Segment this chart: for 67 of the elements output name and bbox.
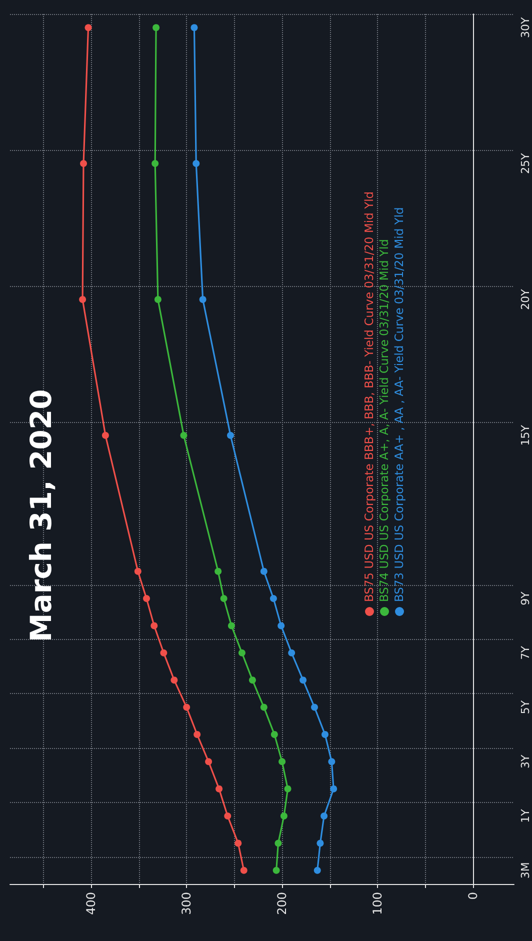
x-tick-label: 200 <box>275 892 290 915</box>
point <box>320 812 328 820</box>
text: BS73 USD US Corporate AA+ , AA , AA- Yield Curve 03/31/20 Mid Yld <box>392 207 406 602</box>
y-tick-label: 25Y <box>519 152 532 174</box>
x-tick-label: 100 <box>370 892 384 915</box>
y-tick-label: 3Y <box>519 754 532 769</box>
point <box>311 704 318 711</box>
point <box>152 160 159 168</box>
point <box>152 24 160 32</box>
point <box>143 595 150 602</box>
point <box>80 160 87 168</box>
point <box>322 730 328 738</box>
point <box>278 758 286 766</box>
point <box>102 432 109 439</box>
y-tick-label: 30Y <box>519 16 532 38</box>
point <box>238 649 246 656</box>
y-tick-label: 5Y <box>519 700 532 714</box>
point <box>192 160 200 168</box>
point <box>328 758 336 766</box>
x-tick-label: 400 <box>84 892 98 915</box>
point <box>183 704 190 711</box>
text: BS75 USD US Corporate BBB+, BBB, BBB- Yield Curve 03/31/20 Mid Yld <box>362 191 376 602</box>
text: BS74 USD US Corporate A+, A, A- Yield Curve 03/31/20 Mid Yld <box>377 239 391 602</box>
y-tick-label: 20Y <box>519 288 532 310</box>
point <box>260 568 268 575</box>
point <box>300 676 307 684</box>
point <box>220 595 228 602</box>
point <box>284 785 292 792</box>
text: March 31, 2020 <box>24 389 58 642</box>
point <box>170 676 178 684</box>
point <box>134 568 142 575</box>
point <box>278 622 285 630</box>
point <box>199 296 206 303</box>
point <box>260 704 268 711</box>
point <box>272 866 280 874</box>
point <box>314 866 321 874</box>
point <box>330 785 338 792</box>
point <box>280 812 288 820</box>
point <box>227 432 234 439</box>
x-tick-label: 300 <box>180 892 194 915</box>
point <box>79 296 86 303</box>
point <box>205 758 212 766</box>
point <box>270 730 278 738</box>
point <box>194 730 201 738</box>
y-tick-label: 1Y <box>519 808 532 823</box>
point <box>160 649 168 656</box>
point <box>150 622 158 630</box>
point <box>190 24 198 32</box>
point <box>240 866 248 874</box>
y-tick-label: 9Y <box>519 591 532 606</box>
point <box>234 840 242 847</box>
point <box>248 676 256 684</box>
x-tick-label: 0 <box>466 892 480 900</box>
point <box>216 785 223 792</box>
y-tick-label: 7Y <box>519 646 532 660</box>
point <box>274 840 282 847</box>
y-tick-label: 15Y <box>519 424 532 446</box>
point <box>214 568 222 575</box>
point <box>154 296 162 303</box>
y-tick-label: 3M <box>519 862 532 879</box>
point <box>180 432 188 439</box>
point <box>84 24 92 32</box>
point <box>270 595 277 602</box>
point <box>316 840 324 847</box>
point <box>288 649 296 656</box>
point <box>224 812 232 820</box>
point <box>228 622 235 630</box>
